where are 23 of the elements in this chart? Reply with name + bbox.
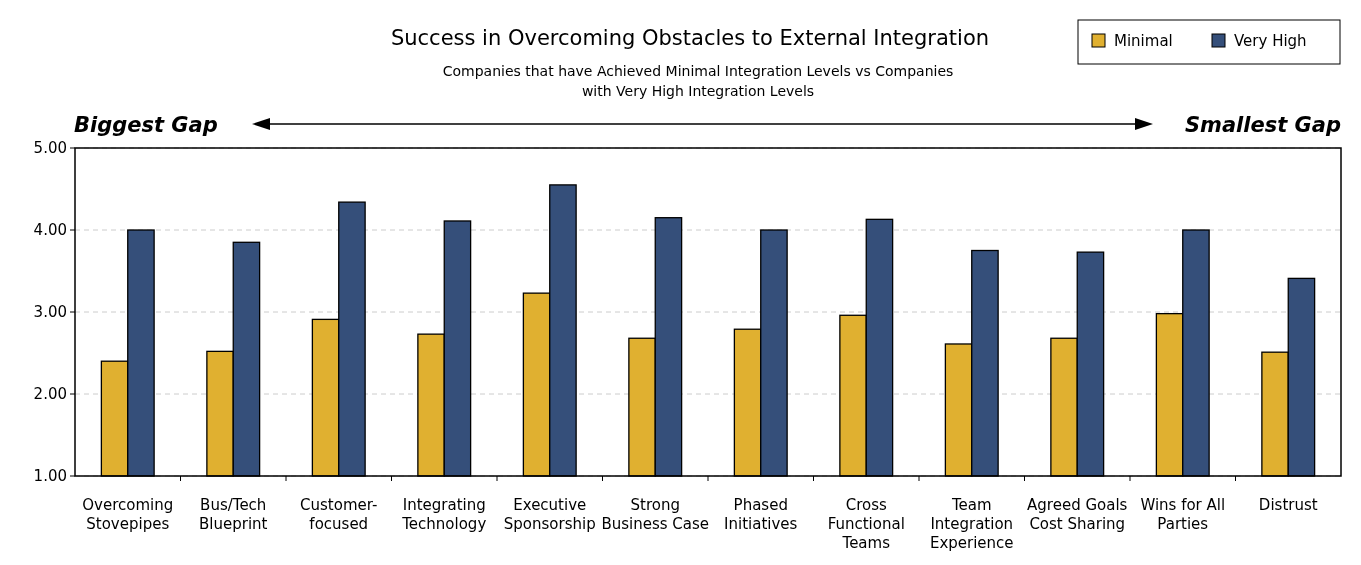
chart-subtitle: Companies that have Achieved Minimal Integration Levels vs Companies with Very High Integration Levels [442, 63, 954, 99]
x-tick-label: Cross Functional Teams [827, 496, 905, 552]
x-tick-label: Wins for All Parties [1140, 496, 1226, 533]
y-tick-label: 2.00 [33, 385, 67, 403]
y-tick-label: 1.00 [33, 467, 67, 485]
x-tick-label: Distrust [1258, 496, 1318, 514]
x-tick-label: Customer-focused [300, 496, 378, 533]
legend-label: Very High [1234, 32, 1307, 50]
x-tick-label: Agreed Goals Cost Sharing [1027, 496, 1128, 533]
x-tick-label: Overcoming Stovepipes [82, 496, 174, 533]
x-tick-label: Phased Initiatives [724, 496, 798, 533]
x-tick-label: Bus/Tech Blueprint [199, 496, 268, 533]
legend-label: Minimal [1114, 32, 1173, 50]
y-tick-label: 3.00 [33, 303, 67, 321]
x-tick-label: Executive Sponsorship [503, 496, 596, 533]
y-tick-label: 5.00 [33, 139, 67, 157]
text: Smallest Gap [1184, 113, 1341, 137]
y-tick-label: 4.00 [33, 221, 67, 239]
chart-title: Success in Overcoming Obstacles to External Integration [390, 26, 990, 50]
x-tick-label: Strong Business Case [601, 496, 710, 533]
x-tick-label: Team Integration Experience [929, 496, 1014, 552]
x-tick-label: Integrating Technology [401, 496, 487, 533]
text: Biggest Gap [74, 113, 218, 137]
